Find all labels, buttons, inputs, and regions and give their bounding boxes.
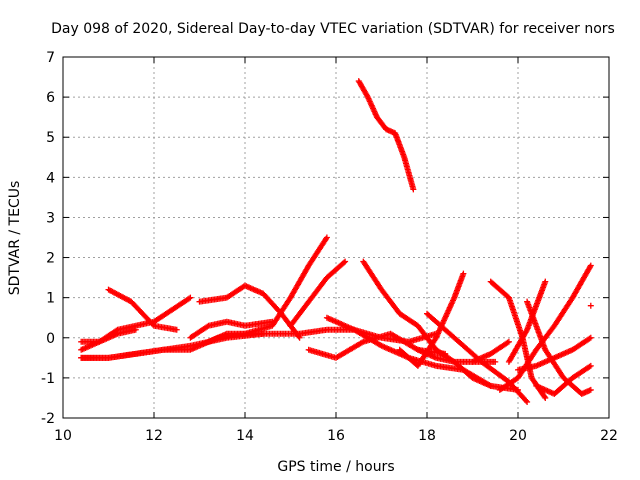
series-track-t: [533, 362, 594, 397]
x-axis-label: GPS time / hours: [277, 459, 394, 475]
series-track-v: [515, 334, 594, 373]
data-point: [204, 323, 211, 330]
data-point: [587, 334, 594, 341]
data-point: [587, 262, 594, 269]
chart-title: Day 098 of 2020, Sidereal Day-to-day VTE…: [51, 21, 615, 37]
series-track-r: [505, 278, 549, 365]
y-tick-label: -1: [41, 371, 55, 387]
series-track-i: [187, 318, 276, 341]
y-axis-label: SDTVAR / TECUs: [7, 181, 23, 296]
series-track-a: [355, 78, 417, 193]
y-tick-label: 0: [46, 331, 55, 347]
x-tick-label: 20: [509, 428, 527, 444]
data-point: [541, 393, 548, 400]
data-point: [586, 363, 593, 370]
y-tick-label: 3: [46, 210, 55, 226]
x-tick-label: 14: [236, 428, 254, 444]
data-point: [132, 326, 139, 333]
series-track-g: [105, 286, 180, 333]
data-point: [342, 258, 349, 265]
y-tick-label: 5: [46, 130, 55, 146]
data-point: [460, 270, 467, 277]
x-tick-label: 10: [54, 428, 72, 444]
data-point: [523, 397, 530, 404]
data-point: [492, 358, 499, 365]
data-point: [587, 302, 594, 309]
data-point: [410, 186, 417, 193]
data-point: [295, 333, 302, 340]
series-track-h: [196, 282, 303, 341]
data-point: [587, 362, 594, 369]
data-point: [504, 339, 511, 346]
series-track-c: [287, 258, 349, 329]
data-point: [505, 338, 512, 345]
data-point: [542, 278, 549, 285]
data-point: [524, 398, 531, 405]
data-point: [269, 318, 276, 325]
data-marks: [78, 78, 594, 405]
data-point: [260, 330, 267, 337]
series-track-m: [360, 258, 512, 365]
data-point: [523, 328, 530, 335]
data-point: [487, 382, 494, 389]
data-point: [173, 326, 180, 333]
y-tick-label: 2: [46, 251, 55, 267]
series-track-u: [496, 262, 594, 393]
data-point: [323, 234, 330, 241]
y-tick-label: 7: [46, 50, 55, 66]
data-point: [187, 294, 194, 301]
data-point: [340, 259, 347, 266]
y-tick-label: 1: [46, 291, 55, 307]
series-track-j: [205, 330, 267, 345]
data-point: [296, 334, 303, 341]
x-tick-label: 12: [145, 428, 163, 444]
y-tick-label: -2: [41, 411, 55, 427]
series-track-w: [469, 358, 499, 365]
data-point: [186, 295, 193, 302]
data-point: [587, 386, 594, 393]
x-tick-label: 16: [327, 428, 345, 444]
x-tick-label: 22: [600, 428, 618, 444]
data-point: [323, 235, 330, 242]
series-point-x: [587, 302, 594, 309]
data-point: [542, 394, 549, 401]
data-point: [586, 335, 593, 342]
y-tick-label: 6: [46, 90, 55, 106]
x-tick-label: 18: [418, 428, 436, 444]
y-tick-label: 4: [46, 170, 55, 186]
series-track-f: [78, 326, 139, 345]
data-point: [587, 263, 594, 270]
